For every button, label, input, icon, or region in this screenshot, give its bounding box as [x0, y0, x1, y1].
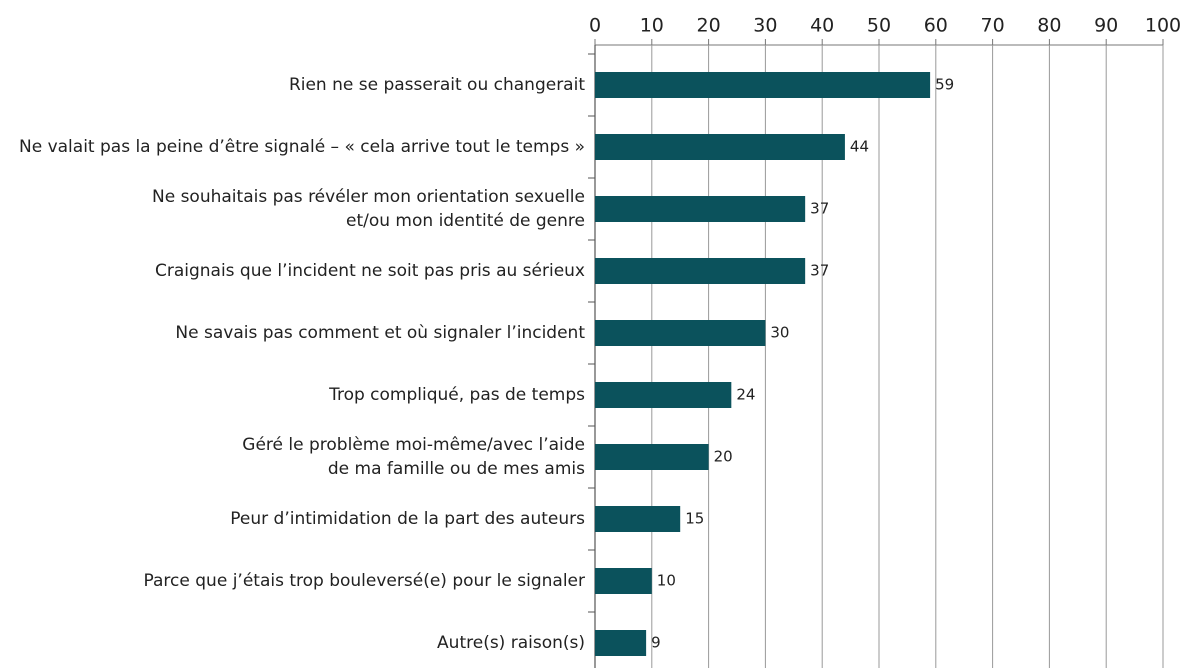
bar	[595, 630, 647, 656]
y-tick-label: Parce que j’étais trop bouleversé(e) pou…	[143, 571, 585, 591]
x-tick-label: 10	[640, 15, 664, 37]
x-tick-label: 60	[924, 15, 948, 37]
bar	[595, 320, 766, 346]
x-tick-label: 30	[753, 15, 777, 37]
y-tick-label: Craignais que l’incident ne soit pas pri…	[154, 261, 585, 281]
data-label: 24	[736, 386, 755, 404]
bar	[595, 72, 931, 98]
bar	[595, 196, 806, 222]
y-tick-label: Autre(s) raison(s)	[437, 633, 585, 653]
data-label: 10	[657, 572, 676, 590]
x-tick-label: 90	[1094, 15, 1118, 37]
bar	[595, 134, 845, 160]
data-label: 37	[810, 262, 829, 280]
y-tick-label: Rien ne se passerait ou changerait	[288, 75, 585, 95]
data-label: 20	[714, 448, 733, 466]
y-tick-label: Ne valait pas la peine d’être signalé – …	[19, 137, 585, 157]
x-tick-label: 50	[867, 15, 891, 37]
bar	[595, 258, 806, 284]
data-label: 9	[651, 634, 661, 652]
x-tick-label: 40	[810, 15, 834, 37]
y-tick-label: Peur d’intimidation de la part des auteu…	[230, 509, 585, 529]
y-tick-label: Ne souhaitais pas révéler mon orientatio…	[152, 187, 585, 231]
x-tick-label: 0	[589, 15, 601, 37]
data-label: 59	[935, 76, 954, 94]
bar	[595, 506, 681, 532]
y-tick-label: Ne savais pas comment et où signaler l’i…	[175, 323, 585, 343]
data-label: 15	[685, 510, 704, 528]
bar	[595, 444, 709, 470]
data-label: 30	[770, 324, 789, 342]
bar	[595, 568, 652, 594]
x-tick-label: 70	[981, 15, 1005, 37]
x-tick-label: 80	[1037, 15, 1061, 37]
x-tick-label: 100	[1145, 15, 1181, 37]
y-tick-label: Géré le problème moi-même/avec l’aide de…	[242, 435, 585, 479]
x-tick-label: 20	[697, 15, 721, 37]
data-label: 37	[810, 200, 829, 218]
bar	[595, 382, 732, 408]
data-label: 44	[850, 138, 869, 156]
y-tick-label: Trop compliqué, pas de temps	[329, 385, 585, 405]
